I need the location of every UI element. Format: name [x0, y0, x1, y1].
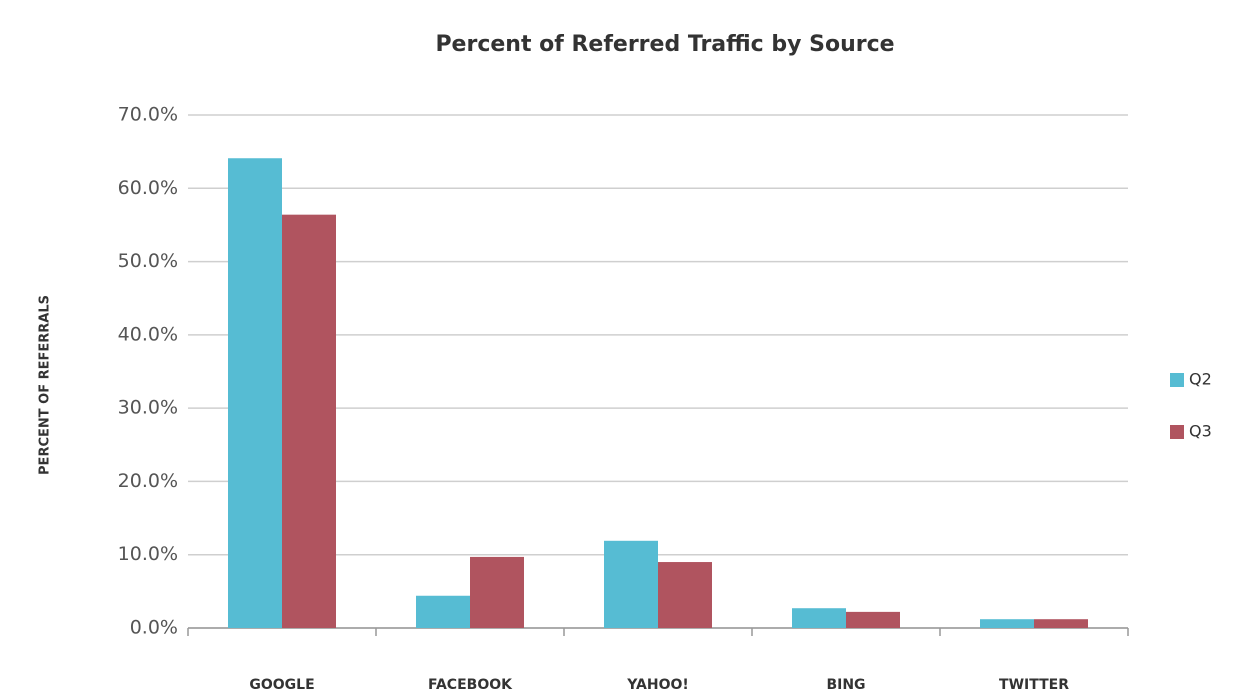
- chart-title: Percent of Referred Traffic by Source: [435, 32, 894, 57]
- x-tick-label: BING: [826, 677, 865, 693]
- y-axis-label: PERCENT OF REFERRALS: [38, 295, 53, 475]
- bar: [228, 158, 282, 628]
- y-tick-label: 50.0%: [118, 250, 178, 272]
- y-tick-label: 30.0%: [118, 397, 178, 419]
- y-tick-label: 10.0%: [118, 543, 178, 565]
- legend-swatch: [1170, 425, 1184, 439]
- bar: [980, 619, 1034, 628]
- y-tick-label: 20.0%: [118, 470, 178, 492]
- y-tick-label: 70.0%: [118, 104, 178, 126]
- bar: [282, 214, 336, 628]
- legend-label: Q2: [1189, 370, 1212, 389]
- legend-swatch: [1170, 373, 1184, 387]
- bar: [470, 556, 524, 628]
- x-tick-label: TWITTER: [999, 677, 1069, 693]
- x-tick-label: FACEBOOK: [428, 677, 513, 693]
- x-tick-label: YAHOO!: [626, 677, 689, 693]
- y-tick-label: 60.0%: [118, 177, 178, 199]
- bar: [792, 608, 846, 628]
- bar: [604, 540, 658, 628]
- bar: [416, 595, 470, 628]
- bar: [846, 611, 900, 628]
- bar: [658, 562, 712, 628]
- y-tick-label: 0.0%: [130, 617, 178, 639]
- y-tick-label: 40.0%: [118, 323, 178, 345]
- legend-label: Q3: [1189, 422, 1212, 441]
- x-tick-label: GOOGLE: [249, 677, 314, 693]
- bar: [1034, 619, 1088, 628]
